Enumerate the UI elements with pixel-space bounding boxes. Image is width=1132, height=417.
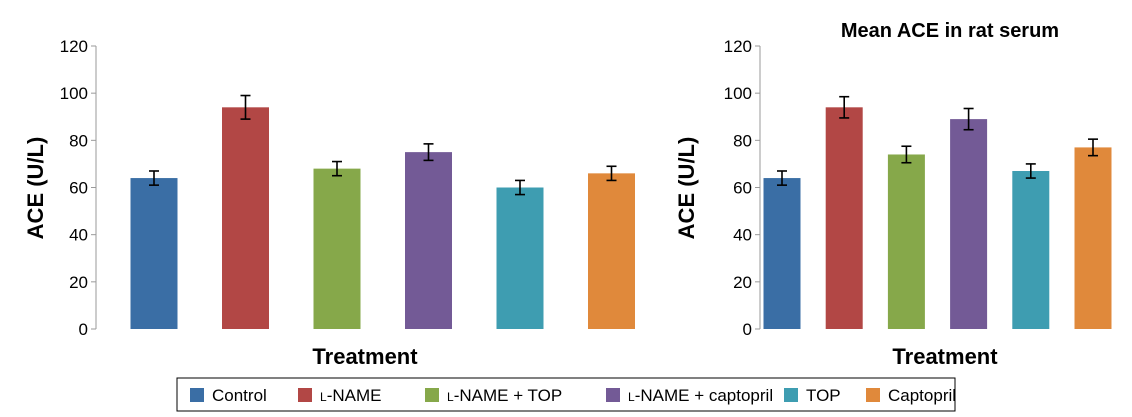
legend-label-top: TOP <box>806 386 841 405</box>
y-tick-label: 120 <box>60 37 88 56</box>
y-tick-label: 120 <box>724 37 752 56</box>
y-tick-label: 60 <box>69 179 88 198</box>
bar-l-name <box>825 107 863 329</box>
legend: Control L-NAME L-NAME + TOP L-NAME + captop… <box>176 377 956 412</box>
right-chart-title: Mean ACE in rat serum <box>841 20 1059 42</box>
legend-swatch-top <box>784 388 798 402</box>
legend-swatch-l-name-top <box>425 388 439 402</box>
bar-captopril <box>1074 147 1112 329</box>
y-tick-label: 100 <box>60 84 88 103</box>
bar-control <box>130 178 178 329</box>
legend-swatch-captopril <box>866 388 880 402</box>
y-tick-label: 80 <box>733 131 752 150</box>
bar-l-name-top <box>313 168 361 329</box>
y-tick-label: 80 <box>69 131 88 150</box>
bar-l-name <box>222 107 269 329</box>
legend-label-captopril: Captopril <box>888 386 956 405</box>
left-bar-chart: ACE (U/L) Treatment 0 20 40 60 80 100 120 <box>23 37 635 369</box>
y-tick-label: 20 <box>733 273 752 292</box>
y-tick-label: 60 <box>733 179 752 198</box>
bar-top <box>1012 170 1050 329</box>
legend-label-l-name-top: L-NAME + TOP <box>447 386 562 405</box>
left-x-axis-title: Treatment <box>312 344 418 369</box>
legend-label-l-name: L-NAME <box>320 386 381 405</box>
right-bar-chart: Mean ACE in rat serum ACE (U/L) Treatmen… <box>674 20 1112 369</box>
left-y-axis-title: ACE (U/L) <box>23 137 48 240</box>
legend-swatch-control <box>190 388 204 402</box>
bar-captopril <box>588 173 635 329</box>
right-y-axis-title: ACE (U/L) <box>674 137 699 240</box>
legend-label-l-name-captopril: L-NAME + captopril <box>628 386 773 405</box>
bar-l-name-captopril <box>950 119 988 329</box>
bar-control <box>763 178 801 329</box>
bar-top <box>496 187 544 329</box>
legend-swatch-l-name <box>298 388 312 402</box>
y-tick-label: 40 <box>69 226 88 245</box>
right-x-axis-title: Treatment <box>892 344 998 369</box>
y-tick-label: 0 <box>79 320 88 339</box>
legend-label-control: Control <box>212 386 267 405</box>
bar-l-name-top <box>887 154 925 329</box>
y-tick-label: 40 <box>733 226 752 245</box>
legend-swatch-l-name-captopril <box>606 388 620 402</box>
y-tick-label: 0 <box>743 320 752 339</box>
y-tick-label: 100 <box>724 84 752 103</box>
bar-l-name-captopril <box>405 152 452 329</box>
y-tick-label: 20 <box>69 273 88 292</box>
